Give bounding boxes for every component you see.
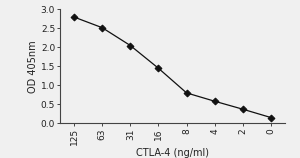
X-axis label: CTLA-4 (ng/ml): CTLA-4 (ng/ml): [136, 148, 209, 158]
Y-axis label: OD 405nm: OD 405nm: [28, 40, 38, 93]
